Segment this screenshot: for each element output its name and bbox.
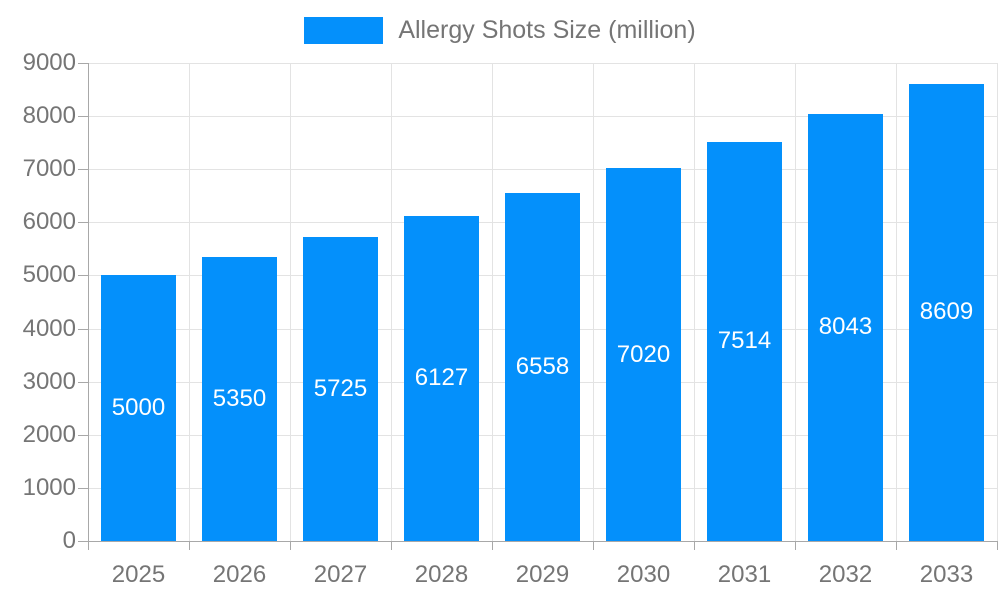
x-axis-tick-label: 2026 bbox=[212, 561, 267, 588]
bar[interactable] bbox=[201, 256, 278, 541]
gridline-horizontal bbox=[88, 169, 997, 171]
bar[interactable] bbox=[403, 215, 480, 541]
y-axis-tick-label: 7000 bbox=[22, 155, 76, 183]
y-axis-tick-label: 3000 bbox=[22, 367, 76, 395]
y-axis-line bbox=[88, 63, 89, 550]
gridline-vertical bbox=[593, 63, 594, 541]
x-axis-tick bbox=[795, 541, 796, 550]
plot-area: 5000 5350 5725 6127 6558 7020 7514 8043 8609 bbox=[78, 63, 998, 550]
gridline-horizontal bbox=[88, 116, 997, 118]
y-axis-tick bbox=[78, 169, 88, 171]
gridline-vertical bbox=[189, 63, 190, 541]
legend-label: Allergy Shots Size (million) bbox=[398, 16, 696, 44]
y-axis-tick-label: 2000 bbox=[22, 420, 76, 448]
bar[interactable] bbox=[605, 168, 682, 541]
gridline-vertical bbox=[391, 63, 392, 541]
y-axis-tick-label: 5000 bbox=[22, 261, 76, 289]
gridline-horizontal bbox=[88, 63, 997, 64]
y-axis-tick bbox=[78, 116, 88, 118]
x-axis-tick bbox=[391, 541, 392, 550]
x-axis-tick-label: 2027 bbox=[313, 561, 368, 588]
y-axis-tick-label: 1000 bbox=[22, 473, 76, 501]
y-axis-tick-label: 6000 bbox=[22, 208, 76, 236]
y-axis-tick-label: 0 bbox=[62, 527, 76, 554]
x-axis-tick bbox=[492, 541, 493, 550]
bar[interactable] bbox=[908, 83, 985, 541]
y-axis-tick-label: 8000 bbox=[22, 102, 76, 130]
x-axis-tick bbox=[997, 541, 998, 550]
legend-swatch bbox=[304, 17, 384, 44]
x-axis-tick-label: 2029 bbox=[515, 561, 570, 588]
x-axis-tick bbox=[694, 541, 695, 550]
y-axis-tick bbox=[78, 328, 88, 330]
y-axis-tick-label: 9000 bbox=[22, 49, 76, 76]
y-axis-tick bbox=[78, 63, 88, 64]
x-axis-tick-label: 2025 bbox=[111, 561, 166, 588]
y-axis-tick bbox=[78, 487, 88, 489]
bar[interactable] bbox=[302, 236, 379, 541]
x-axis-tick-label: 2032 bbox=[818, 561, 873, 588]
gridline-vertical bbox=[694, 63, 695, 541]
bar[interactable] bbox=[807, 113, 884, 541]
gridline-vertical bbox=[997, 63, 998, 541]
gridline-vertical bbox=[795, 63, 796, 541]
x-axis-tick-label: 2031 bbox=[717, 561, 772, 588]
x-axis-tick-label: 2028 bbox=[414, 561, 469, 588]
x-axis-line bbox=[88, 541, 997, 542]
gridline-vertical bbox=[896, 63, 897, 541]
y-axis-tick-label: 4000 bbox=[22, 314, 76, 342]
bar[interactable] bbox=[100, 275, 177, 541]
x-axis-tick bbox=[290, 541, 291, 550]
bar[interactable] bbox=[504, 192, 581, 541]
y-axis-tick bbox=[78, 381, 88, 383]
y-axis-tick bbox=[78, 434, 88, 436]
x-axis-tick-label: 2033 bbox=[919, 561, 974, 588]
x-axis-tick bbox=[189, 541, 190, 550]
x-axis-tick bbox=[896, 541, 897, 550]
x-axis-tick bbox=[593, 541, 594, 550]
x-axis-tick-label: 2030 bbox=[616, 561, 671, 588]
bar[interactable] bbox=[706, 141, 783, 541]
gridline-vertical bbox=[290, 63, 291, 541]
y-axis-tick bbox=[78, 541, 88, 542]
gridline-vertical bbox=[492, 63, 493, 541]
y-axis-tick bbox=[78, 275, 88, 277]
legend-item[interactable]: Allergy Shots Size (million) bbox=[0, 16, 1000, 45]
y-axis-tick bbox=[78, 222, 88, 224]
